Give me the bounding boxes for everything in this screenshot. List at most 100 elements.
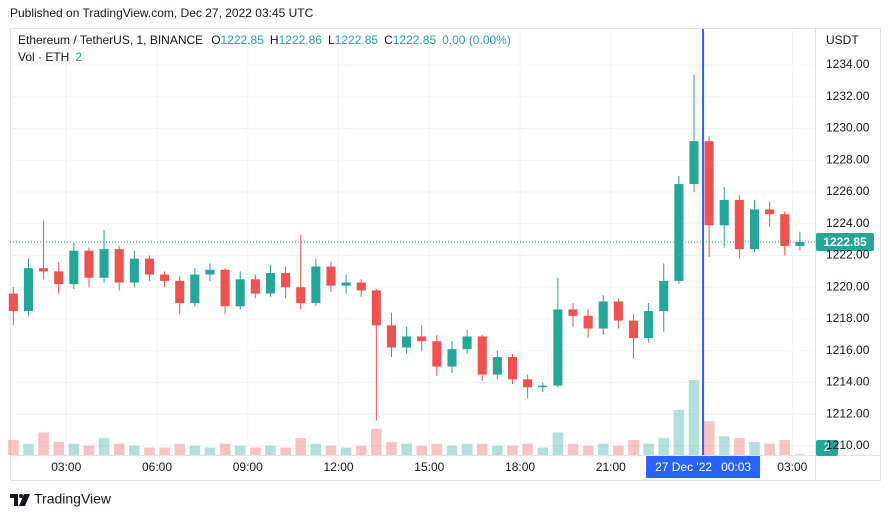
y-tick-label: 1218.00 xyxy=(826,311,870,325)
candle-body xyxy=(160,274,170,281)
x-tick-label: 18:00 xyxy=(505,460,535,474)
logo xyxy=(10,494,30,506)
candle-body xyxy=(447,349,457,367)
candle-body xyxy=(583,315,593,329)
volume-bar xyxy=(280,447,291,455)
volume-bar xyxy=(507,445,518,455)
volume-bar xyxy=(129,445,140,455)
volume-bar xyxy=(613,445,624,455)
volume-bar xyxy=(38,432,49,455)
volume-bar xyxy=(492,445,503,455)
y-tick-label: 1234.00 xyxy=(826,57,870,71)
y-tick-label: 1222.00 xyxy=(826,248,870,262)
volume-bar xyxy=(295,438,307,455)
volume-value: 2 xyxy=(75,50,82,64)
volume-bar xyxy=(204,447,216,455)
volume-bar xyxy=(461,443,473,455)
chart-frame xyxy=(10,28,881,481)
y-tick-label: 1224.00 xyxy=(826,216,870,230)
y-tick-label: 1212.00 xyxy=(826,406,870,420)
volume-bar xyxy=(144,447,155,455)
candle-body xyxy=(281,272,291,288)
candle-body xyxy=(734,199,744,250)
candle-body xyxy=(311,266,321,304)
candle-body xyxy=(386,325,397,348)
volume-bar xyxy=(628,440,639,455)
volume-bar xyxy=(98,438,110,455)
y-tick-label: 1216.00 xyxy=(826,343,870,357)
ohlc-value: 1222.86 xyxy=(279,33,323,47)
ohlc-label: O xyxy=(211,33,220,47)
plot xyxy=(8,74,806,455)
volume-badge-label: 2 xyxy=(824,440,831,454)
volume-bar xyxy=(537,447,549,455)
candle-body xyxy=(175,280,185,304)
candle-body xyxy=(507,357,518,380)
candle-body xyxy=(371,290,381,326)
volume-bar xyxy=(340,447,352,455)
candle-body xyxy=(235,279,245,307)
volume-badge xyxy=(816,440,838,456)
volume-bar xyxy=(53,441,64,455)
candle-body xyxy=(356,282,366,291)
candle-body xyxy=(704,141,714,226)
candle-body xyxy=(765,209,775,215)
volume-bar xyxy=(8,440,19,455)
volume-bar xyxy=(688,380,700,455)
x-tick-label: 09:00 xyxy=(233,460,263,474)
volume-bar xyxy=(265,445,276,455)
ohlc-value: 1222.85 xyxy=(335,33,379,47)
candle-body xyxy=(462,336,472,350)
crosshair-time: 00:03 xyxy=(721,460,751,474)
y-tick-label: 1220.00 xyxy=(826,279,870,293)
volume-bar xyxy=(310,443,322,455)
candle-body xyxy=(402,336,412,348)
overlay: 1222.85 2 27 Dec '22 00:03 xyxy=(10,29,874,478)
y-tick-label: 1210.00 xyxy=(826,438,870,452)
candle-body xyxy=(250,279,260,294)
candle-body xyxy=(129,258,139,283)
volume-bar xyxy=(703,421,715,455)
x-tick-label: 03:00 xyxy=(777,460,807,474)
candle-body xyxy=(99,249,109,278)
volume-bar xyxy=(476,443,488,455)
candle-body xyxy=(523,379,533,388)
candle-body xyxy=(659,280,669,312)
volume-bar xyxy=(386,441,397,455)
candle-body xyxy=(749,209,760,250)
candle-body xyxy=(613,301,623,321)
candle-body xyxy=(69,250,79,285)
volume-bar xyxy=(431,443,443,455)
candle-body xyxy=(417,336,427,342)
candle-body xyxy=(341,282,351,286)
candle-body xyxy=(84,250,94,278)
crosshair-badge xyxy=(646,456,761,478)
candle-body xyxy=(795,242,805,246)
candle-body xyxy=(144,258,154,275)
candle-body xyxy=(190,274,200,304)
volume-bar xyxy=(23,443,34,455)
volume-bar xyxy=(522,443,533,455)
volume-bar xyxy=(734,438,745,455)
brand: TradingView xyxy=(34,491,112,507)
x-tick-label: 12:00 xyxy=(324,460,354,474)
ohlc-value: 0.00 (0.00%) xyxy=(442,33,511,47)
candle-body xyxy=(644,311,654,339)
volume-bar xyxy=(159,447,170,455)
candle-body xyxy=(689,141,699,185)
y-tick-label: 1226.00 xyxy=(826,184,870,198)
volume-bar xyxy=(643,443,654,455)
volume-bar xyxy=(219,443,231,455)
volume-bar xyxy=(552,432,564,455)
candle-body xyxy=(205,269,215,275)
last-price-label: 1222.85 xyxy=(823,235,867,249)
x-tick-label: 03:00 xyxy=(51,460,81,474)
y-tick-label: 1232.00 xyxy=(826,89,870,103)
volume-bar xyxy=(658,438,670,455)
volume-bar xyxy=(597,443,609,455)
candle-body xyxy=(598,301,608,329)
candle-body xyxy=(296,287,306,304)
y-tick-label: 1214.00 xyxy=(826,375,870,389)
candle-body xyxy=(432,341,442,367)
